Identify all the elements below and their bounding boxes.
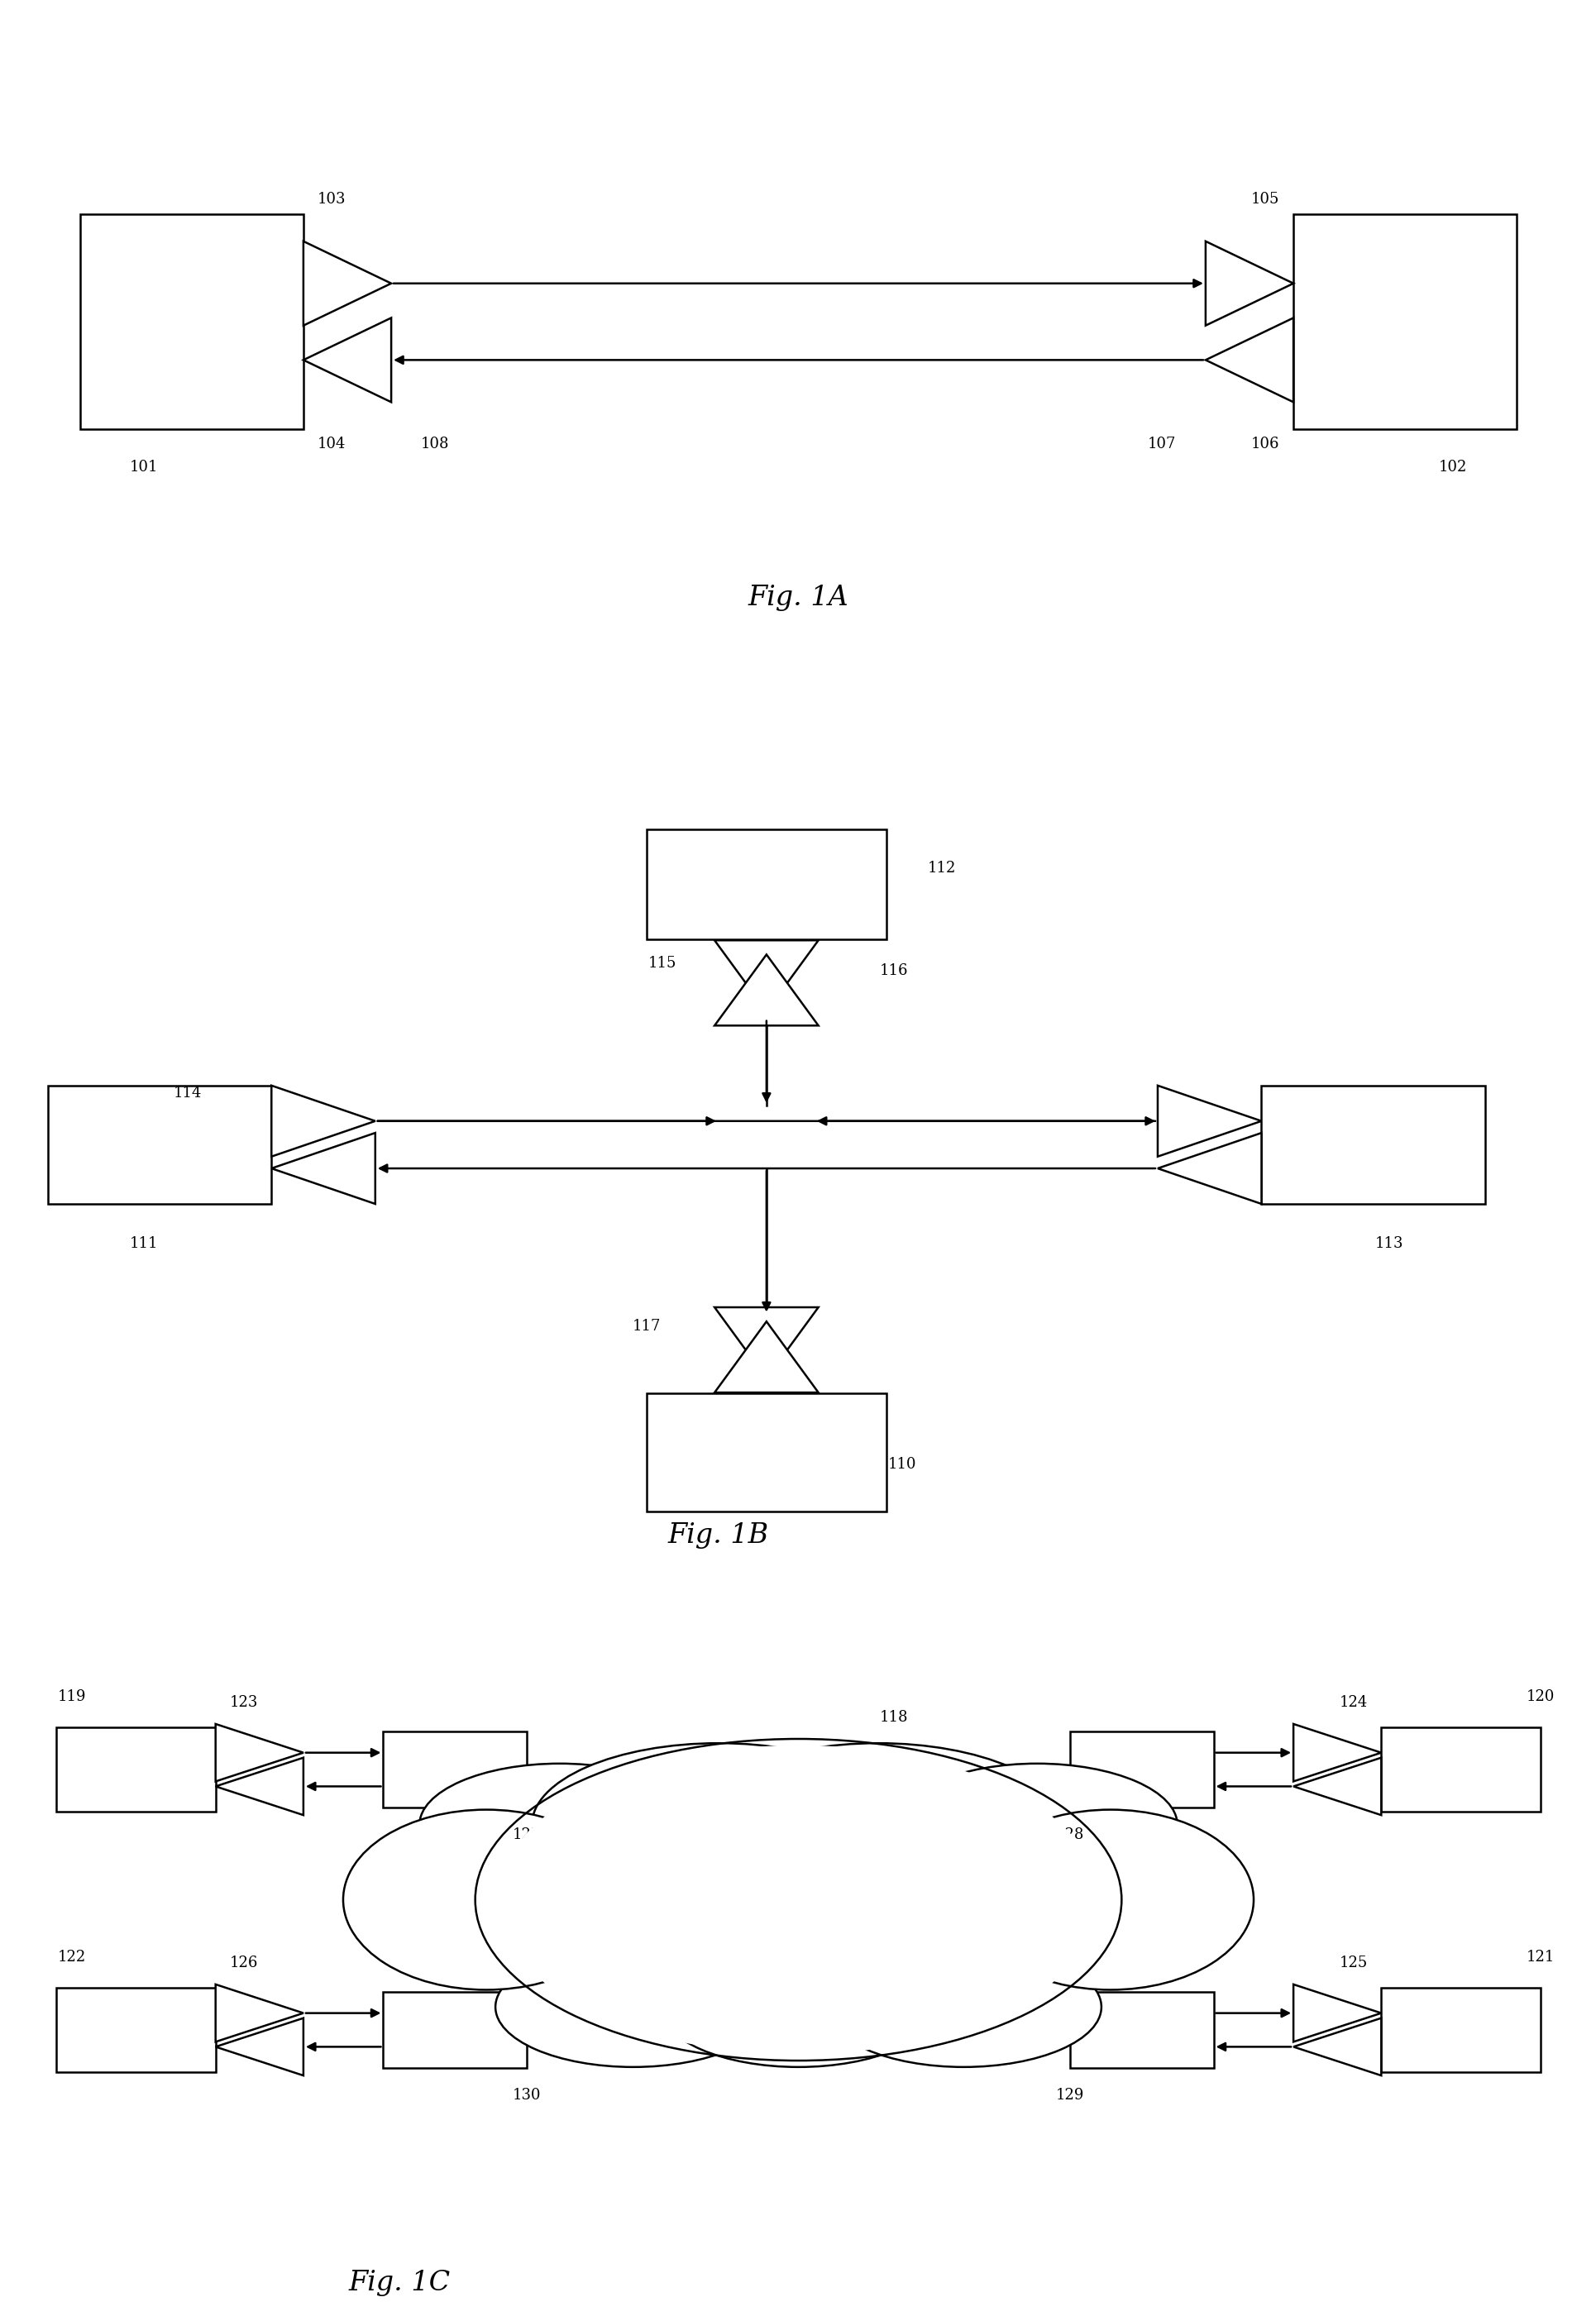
Bar — [1069, 1991, 1213, 2068]
Text: 101: 101 — [129, 460, 158, 476]
Ellipse shape — [420, 1764, 699, 1885]
Polygon shape — [1293, 1984, 1381, 2042]
Text: 116: 116 — [879, 963, 908, 979]
Text: 113: 113 — [1374, 1235, 1403, 1251]
Text: 112: 112 — [927, 861, 956, 875]
Text: 118: 118 — [879, 1711, 908, 1725]
Polygon shape — [215, 1725, 303, 1783]
Polygon shape — [715, 1307, 819, 1379]
Text: 115: 115 — [648, 956, 677, 970]
Bar — [1261, 1086, 1484, 1205]
Bar — [48, 1086, 271, 1205]
Text: 107: 107 — [1148, 436, 1175, 453]
Bar — [383, 1731, 527, 1808]
Text: 128: 128 — [1055, 1827, 1084, 1843]
Text: 105: 105 — [1251, 193, 1278, 207]
Polygon shape — [303, 318, 391, 402]
Text: Fig. 1B: Fig. 1B — [667, 1523, 769, 1548]
Text: 127: 127 — [512, 1827, 541, 1843]
Polygon shape — [1205, 241, 1293, 325]
Text: 114: 114 — [174, 1086, 201, 1100]
Text: 130: 130 — [512, 2087, 541, 2103]
Ellipse shape — [343, 1810, 629, 1989]
Ellipse shape — [661, 1947, 935, 2068]
Bar — [56, 1727, 215, 1813]
Bar — [646, 1393, 886, 1511]
Text: 125: 125 — [1339, 1957, 1366, 1971]
Ellipse shape — [531, 1743, 905, 1906]
Text: 123: 123 — [230, 1694, 257, 1711]
Polygon shape — [1205, 318, 1293, 402]
Polygon shape — [715, 954, 819, 1026]
Text: 108: 108 — [421, 436, 448, 453]
Ellipse shape — [825, 1947, 1101, 2068]
Text: 126: 126 — [230, 1957, 257, 1971]
Text: 129: 129 — [1055, 2087, 1084, 2103]
Text: 119: 119 — [57, 1690, 86, 1704]
Bar — [1381, 1987, 1540, 2073]
Text: 106: 106 — [1251, 436, 1278, 453]
Text: 122: 122 — [57, 1950, 86, 1964]
Polygon shape — [215, 1984, 303, 2042]
Bar — [56, 1987, 215, 2073]
Ellipse shape — [496, 1745, 1100, 2054]
Text: 124: 124 — [1339, 1694, 1366, 1711]
Ellipse shape — [495, 1947, 771, 2068]
Bar — [646, 829, 886, 940]
Polygon shape — [1293, 1725, 1381, 1783]
Text: 104: 104 — [318, 436, 345, 453]
Polygon shape — [215, 2017, 303, 2075]
Text: Fig. 1A: Fig. 1A — [747, 585, 849, 610]
Bar — [1069, 1731, 1213, 1808]
Polygon shape — [1293, 1757, 1381, 1815]
Ellipse shape — [691, 1743, 1065, 1906]
Polygon shape — [271, 1086, 375, 1156]
Text: 110: 110 — [887, 1458, 916, 1472]
Text: 102: 102 — [1438, 460, 1467, 476]
Polygon shape — [303, 241, 391, 325]
Text: 111: 111 — [129, 1235, 158, 1251]
Bar — [1381, 1727, 1540, 1813]
Text: 121: 121 — [1526, 1950, 1555, 1964]
Text: Fig. 1C: Fig. 1C — [348, 2270, 450, 2295]
Ellipse shape — [967, 1810, 1253, 1989]
Polygon shape — [1157, 1086, 1261, 1156]
Text: 103: 103 — [318, 193, 345, 207]
Polygon shape — [715, 1321, 819, 1393]
Bar — [80, 214, 303, 429]
Ellipse shape — [897, 1764, 1176, 1885]
Ellipse shape — [431, 1729, 1165, 2070]
Bar — [383, 1991, 527, 2068]
Polygon shape — [1157, 1133, 1261, 1205]
Polygon shape — [1293, 2017, 1381, 2075]
Polygon shape — [271, 1133, 375, 1205]
Polygon shape — [715, 940, 819, 1012]
Polygon shape — [215, 1757, 303, 1815]
Bar — [1293, 214, 1516, 429]
Text: 117: 117 — [632, 1318, 661, 1335]
Text: 120: 120 — [1526, 1690, 1555, 1704]
